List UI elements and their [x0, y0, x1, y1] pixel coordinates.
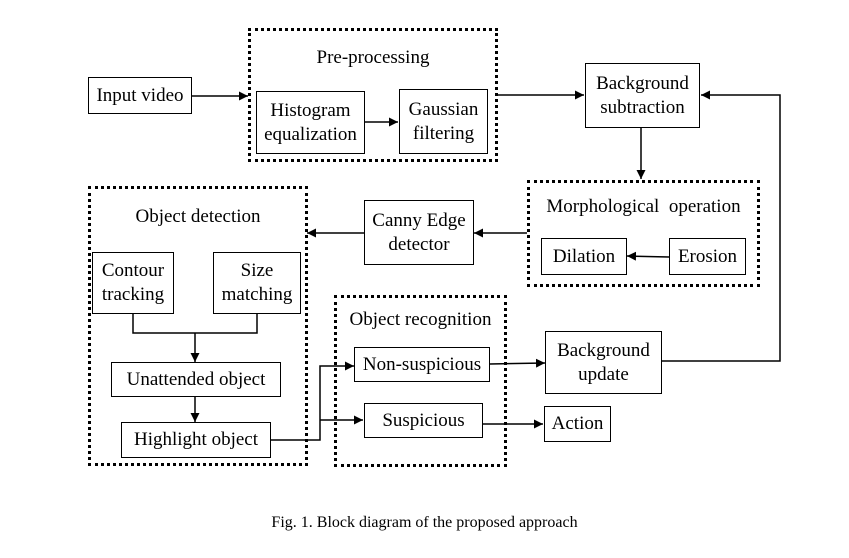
node-canny-line1: Canny Edge [372, 209, 466, 231]
group-preprocessing [248, 28, 498, 162]
node-background-update: Background update [545, 331, 662, 394]
node-highlight-label: Highlight object [133, 429, 258, 450]
node-bg-update-line1: Background [557, 339, 650, 361]
node-non-suspicious: Non-suspicious [354, 347, 490, 382]
node-dilation-label: Dilation [552, 245, 616, 267]
node-action-label: Action [551, 413, 604, 434]
figure-caption: Fig. 1. Block diagram of the proposed ap… [271, 514, 578, 531]
group-object-detection [88, 186, 308, 466]
node-background-subtraction: Background subtraction [585, 63, 700, 128]
node-action: Action [544, 406, 611, 442]
edge-bg-update-feedback [662, 90, 781, 362]
node-canny-edge-detector: Canny Edge detector [364, 200, 474, 265]
node-contour-line1: Contour [101, 260, 165, 281]
node-bg-subtraction-line1: Background [596, 72, 689, 94]
node-suspicious-label: Suspicious [382, 409, 465, 431]
node-contour-line2: tracking [101, 284, 165, 305]
node-canny-line2: detector [388, 233, 450, 255]
node-dilation: Dilation [541, 238, 627, 275]
node-input-video-label: Input video [96, 84, 184, 106]
group-label-object-detection: Object detection [135, 206, 261, 227]
node-highlight-object: Highlight object [121, 422, 271, 458]
node-gaussian-filtering: Gaussian filtering [399, 89, 488, 154]
node-gaussian-line1: Gaussian [408, 98, 479, 120]
node-histogram-line1: Histogram [270, 99, 351, 121]
edge-erosion-to-dilation [626, 251, 670, 261]
node-size-matching: Size matching [213, 252, 301, 314]
node-size-line1: Size [240, 260, 274, 281]
node-histogram-equalization: Histogram equalization [256, 91, 365, 154]
node-unattended-object: Unattended object [111, 362, 281, 397]
node-non-suspicious-label: Non-suspicious [362, 353, 482, 375]
node-input-video: Input video [88, 77, 192, 114]
node-suspicious: Suspicious [364, 403, 483, 438]
node-histogram-line2: equalization [264, 123, 357, 145]
node-unattended-label: Unattended object [126, 368, 266, 390]
edge-highlight-to-non-suspicious [271, 361, 354, 441]
node-erosion: Erosion [669, 238, 746, 275]
group-object-recognition [334, 295, 507, 467]
group-label-preprocessing: Pre-processing [316, 47, 430, 68]
group-label-object-recognition: Object recognition [349, 309, 492, 330]
group-morphological [527, 180, 760, 287]
node-gaussian-line2: filtering [412, 122, 475, 144]
node-contour-tracking: Contour tracking [92, 252, 174, 314]
node-bg-subtraction-line2: subtraction [600, 96, 685, 118]
node-erosion-label: Erosion [677, 245, 738, 267]
node-bg-update-line2: update [578, 363, 629, 385]
node-size-line2: matching [221, 284, 293, 305]
group-label-morphological: Morphological operation [546, 196, 741, 217]
edge-non-suspicious-to-bg-update [489, 358, 546, 368]
